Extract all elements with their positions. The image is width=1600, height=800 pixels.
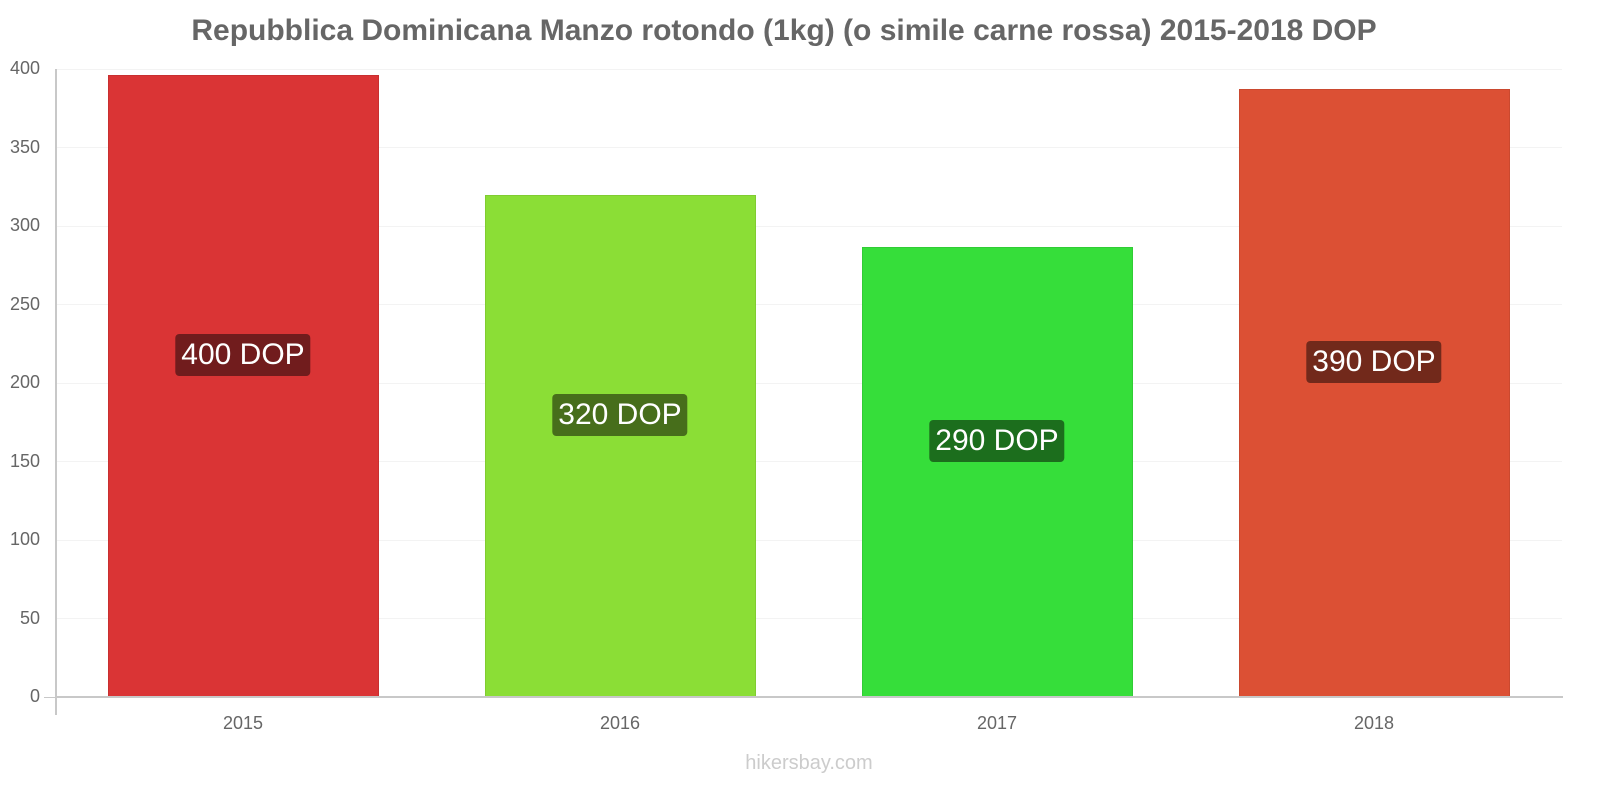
- gridline-200: [56, 383, 1562, 384]
- y-tick-label: 0: [29, 686, 40, 706]
- y-tick-label: 100: [9, 529, 40, 549]
- gridline-50: [56, 618, 1562, 619]
- y-tick-label: 300: [9, 215, 40, 235]
- bar-2015: [108, 75, 379, 697]
- y-axis: [55, 69, 57, 715]
- data-label-2018: 390 DOP: [1306, 341, 1442, 383]
- data-label-2015: 400 DOP: [175, 334, 311, 376]
- x-tick-label: 2015: [222, 713, 264, 733]
- y-tick-label: 150: [9, 451, 40, 471]
- bar-2016: [485, 195, 756, 697]
- y-tick-label: 350: [9, 137, 40, 157]
- data-label-2016: 320 DOP: [552, 394, 688, 436]
- data-label-2017: 290 DOP: [929, 420, 1065, 462]
- x-axis: [55, 696, 1563, 698]
- y-tick-label: 200: [9, 372, 40, 392]
- gridline-300: [56, 226, 1562, 227]
- x-tick-label: 2016: [599, 713, 641, 733]
- gridline-150: [56, 461, 1562, 462]
- x-tick-label: 2017: [976, 713, 1018, 733]
- y-tick-label: 400: [9, 58, 40, 78]
- gridline-350: [56, 147, 1562, 148]
- bar-2018: [1239, 89, 1510, 697]
- x-tick-label: 2018: [1353, 713, 1395, 733]
- y-tick-mark-0: [44, 697, 56, 698]
- y-tick-label: 50: [19, 608, 40, 628]
- chart-title: Repubblica Dominicana Manzo rotondo (1kg…: [191, 14, 1377, 47]
- y-tick-label: 250: [9, 294, 40, 314]
- gridline-250: [56, 304, 1562, 305]
- gridline-100: [56, 540, 1562, 541]
- gridline-400: [56, 69, 1562, 70]
- watermark: hikersbay.com: [745, 752, 873, 774]
- bar-2017: [862, 247, 1133, 697]
